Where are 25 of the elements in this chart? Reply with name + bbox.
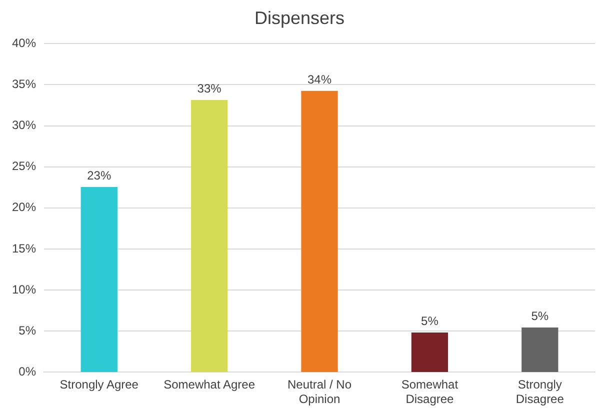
x-tick-label: Strongly Agree xyxy=(60,378,139,392)
data-label: 33% xyxy=(197,82,222,96)
y-tick-label: 30% xyxy=(12,118,36,132)
data-label: 5% xyxy=(531,309,549,324)
y-tick-label: 20% xyxy=(12,200,36,214)
x-tick-label: Somewhat Agree xyxy=(164,378,256,392)
data-label: 5% xyxy=(421,314,439,328)
x-tick-label: Somewhat Disagree xyxy=(401,378,459,406)
data-label: 23% xyxy=(87,168,112,183)
y-tick-label: 10% xyxy=(12,282,36,296)
y-tick-label: 5% xyxy=(18,323,36,338)
bar xyxy=(80,187,118,372)
bar xyxy=(190,100,228,372)
y-tick-label: 35% xyxy=(12,76,36,91)
bar xyxy=(522,328,558,372)
y-tick-label: 40% xyxy=(12,36,36,50)
data-label: 34% xyxy=(307,72,332,87)
y-tick-label: 0% xyxy=(18,364,36,379)
x-tick-label: Strongly Disagree xyxy=(516,378,564,406)
bar xyxy=(301,90,338,372)
chart-title: Dispensers xyxy=(254,8,345,28)
bar xyxy=(411,332,448,372)
y-tick-label: 15% xyxy=(12,241,36,256)
x-tick-label: Neutral / No Opinion xyxy=(287,378,352,406)
y-tick-label: 25% xyxy=(12,159,36,174)
